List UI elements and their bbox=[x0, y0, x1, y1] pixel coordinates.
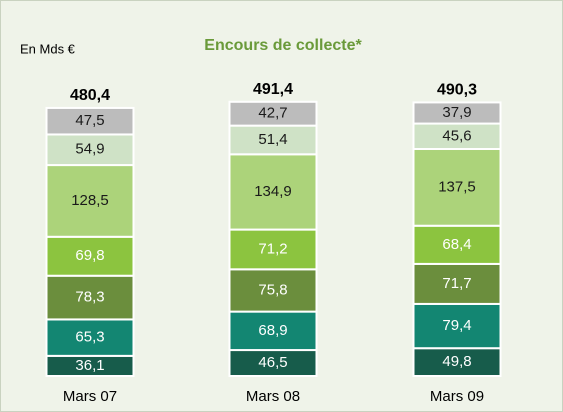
value-label: 37,9 bbox=[442, 104, 471, 121]
bar-segment bbox=[45, 133, 135, 167]
value-label: 49,8 bbox=[442, 353, 471, 370]
value-label: 46,5 bbox=[258, 354, 287, 371]
x-tick-label: Mars 08 bbox=[246, 388, 300, 405]
bar-segment bbox=[412, 262, 502, 305]
value-label: 68,9 bbox=[258, 322, 287, 339]
value-label: 54,9 bbox=[75, 141, 104, 158]
bar-segment bbox=[45, 106, 135, 136]
bar-segment bbox=[228, 310, 318, 352]
bar-segment bbox=[412, 347, 502, 378]
x-tick-label: Mars 07 bbox=[63, 388, 117, 405]
bar-segment bbox=[412, 101, 502, 125]
value-label: 71,2 bbox=[258, 240, 287, 257]
bar-segment bbox=[228, 124, 318, 156]
value-label: 51,4 bbox=[258, 131, 287, 148]
bar-segment bbox=[412, 302, 502, 350]
bar-segment bbox=[228, 228, 318, 271]
value-label: 68,4 bbox=[442, 236, 471, 253]
chart-title: Encours de collecte* bbox=[204, 37, 362, 54]
value-label: 134,9 bbox=[254, 183, 292, 200]
bar-segment bbox=[45, 274, 135, 321]
unit-label: En Mds € bbox=[20, 41, 76, 56]
value-label: 78,3 bbox=[75, 289, 104, 306]
value-label: 69,8 bbox=[75, 247, 104, 264]
x-tick-label: Mars 09 bbox=[430, 388, 484, 405]
value-label: 47,5 bbox=[75, 112, 104, 129]
value-label: 65,3 bbox=[75, 329, 104, 346]
bar-segment bbox=[45, 235, 135, 277]
value-label: 79,4 bbox=[442, 317, 471, 334]
value-label: 42,7 bbox=[258, 105, 287, 122]
value-label: 36,1 bbox=[75, 357, 104, 374]
total-label: 491,4 bbox=[253, 81, 293, 98]
value-label: 75,8 bbox=[258, 281, 287, 298]
bar-segment bbox=[228, 153, 318, 231]
total-label: 480,4 bbox=[70, 87, 110, 104]
total-label: 490,3 bbox=[437, 82, 477, 99]
bar-segment bbox=[412, 122, 502, 151]
value-label: 71,7 bbox=[442, 275, 471, 292]
bar-segment bbox=[228, 100, 318, 127]
value-label: 45,6 bbox=[442, 127, 471, 144]
value-label: 137,5 bbox=[438, 178, 476, 195]
value-label: 128,5 bbox=[71, 192, 109, 209]
